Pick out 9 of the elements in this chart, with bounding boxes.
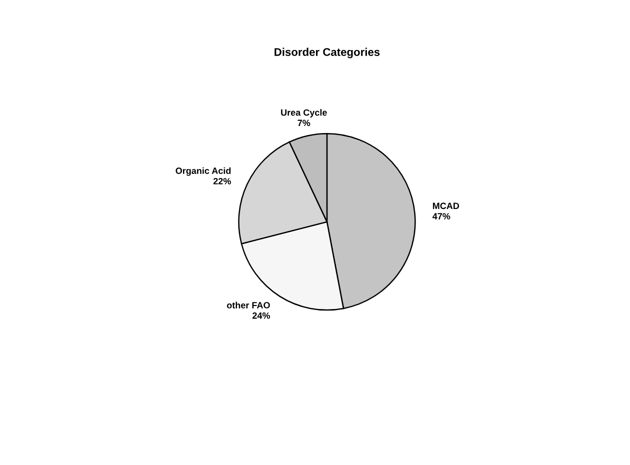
data-label: 47% (432, 213, 450, 220)
chart-title: Disorder Categories (274, 48, 380, 58)
data-label: 22% (213, 178, 231, 184)
data-label: 7% (298, 120, 310, 126)
slice-label: MCAD (432, 202, 460, 210)
slice-label: Urea Cycle (281, 109, 327, 118)
data-label: 24% (252, 312, 270, 319)
slice-label: Organic Acid (176, 167, 231, 176)
slice-label: other FAO (226, 302, 270, 308)
